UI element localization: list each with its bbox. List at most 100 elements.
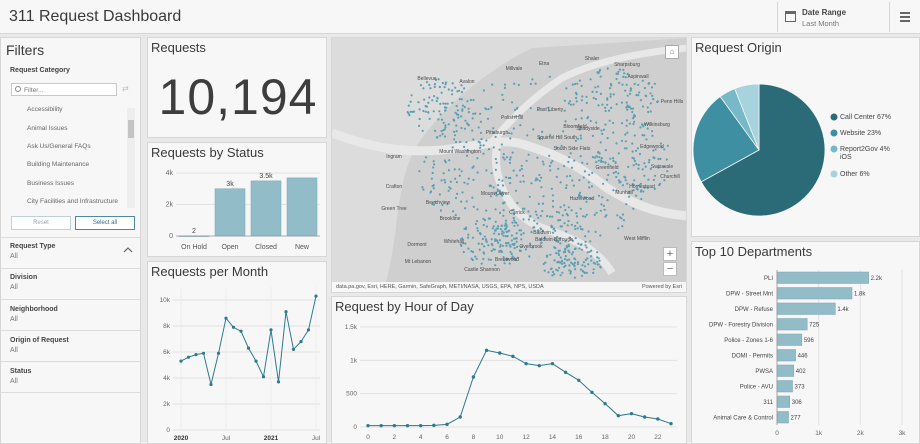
- request-point: [551, 215, 554, 218]
- neighborhood-label[interactable]: Neighborhood: [10, 306, 58, 313]
- origin-of-request-label[interactable]: Origin of Request: [10, 337, 69, 344]
- x-tick-label: 14: [549, 434, 557, 441]
- request-point: [553, 259, 556, 262]
- bar-value-label: 446: [798, 354, 809, 360]
- status-filter-label[interactable]: Status: [10, 368, 32, 375]
- request-point: [491, 83, 494, 86]
- request-point: [576, 82, 579, 85]
- hour-point: [550, 361, 555, 366]
- request-point: [595, 161, 598, 164]
- scrollbar-thumb[interactable]: [128, 120, 134, 138]
- select-all-button[interactable]: Select all: [75, 216, 135, 230]
- request-point: [637, 94, 640, 97]
- request-point: [437, 78, 440, 81]
- request-point: [577, 137, 580, 140]
- request-point: [460, 91, 464, 94]
- category-scrollbar[interactable]: [127, 108, 135, 208]
- request-point: [445, 106, 448, 109]
- request-point: [625, 203, 628, 206]
- zoom-in-button[interactable]: +: [663, 247, 677, 261]
- request-point: [449, 180, 452, 183]
- request-point: [476, 229, 479, 232]
- hamburger-icon-line: [900, 16, 910, 18]
- request-point: [430, 177, 433, 180]
- division-label[interactable]: Division: [10, 274, 38, 281]
- category-item[interactable]: Business Issues: [27, 180, 74, 187]
- request-point: [513, 246, 516, 250]
- request-point: [508, 161, 512, 164]
- request-point: [427, 111, 430, 114]
- request-point: [646, 106, 649, 109]
- request-point: [616, 214, 619, 217]
- map-label: Bellevue: [417, 76, 436, 82]
- request-type-label[interactable]: Request Type: [10, 243, 56, 250]
- category-item[interactable]: Accessibility: [27, 106, 63, 113]
- request-point: [512, 169, 515, 172]
- request-point: [590, 197, 593, 200]
- request-point: [451, 82, 454, 85]
- month-point: [201, 351, 206, 355]
- request-point: [520, 245, 523, 248]
- category-search-field[interactable]: [11, 83, 117, 96]
- x-tick-label: 6: [445, 434, 449, 441]
- clear-filter-icon[interactable]: ⇄: [122, 84, 129, 93]
- request-point: [639, 182, 642, 185]
- menu-button[interactable]: [889, 2, 920, 32]
- status-filter-value: All: [10, 378, 18, 385]
- request-point: [520, 164, 523, 167]
- request-point: [642, 190, 645, 193]
- zoom-out-button[interactable]: −: [663, 262, 677, 276]
- request-point: [615, 72, 618, 75]
- request-point: [523, 207, 526, 210]
- request-point: [585, 246, 588, 249]
- request-point: [508, 132, 511, 135]
- request-point: [551, 159, 554, 163]
- map-label: Dormont: [407, 242, 427, 248]
- river: [492, 145, 616, 276]
- request-point: [581, 274, 584, 277]
- request-point: [646, 127, 649, 130]
- request-point: [509, 182, 512, 185]
- request-point: [526, 134, 529, 137]
- chevron-up-icon[interactable]: [123, 247, 133, 253]
- category-search-input[interactable]: [24, 85, 114, 95]
- request-point: [579, 207, 582, 210]
- map-canvas[interactable]: Pittsburgh Mount Washington South Side Fla…: [332, 38, 687, 293]
- request-point: [564, 255, 567, 258]
- divider: [1, 268, 140, 269]
- request-point: [497, 233, 500, 236]
- category-item[interactable]: Animal Issues: [27, 125, 68, 132]
- category-item[interactable]: Building Maintenance: [27, 161, 90, 168]
- request-map[interactable]: Pittsburgh Mount Washington South Side Fla…: [331, 37, 687, 293]
- request-point: [444, 126, 447, 129]
- request-point: [487, 244, 490, 247]
- home-icon[interactable]: ⌂: [665, 45, 679, 59]
- request-point: [494, 191, 497, 194]
- request-point: [443, 178, 446, 181]
- request-point: [447, 88, 450, 91]
- x-tick-label: 0: [775, 430, 779, 437]
- request-point: [469, 98, 473, 102]
- request-point: [486, 117, 490, 120]
- hour-point: [642, 415, 647, 419]
- x-tick-label: 4: [419, 434, 423, 441]
- reset-button[interactable]: Reset: [11, 216, 71, 230]
- category-item[interactable]: City Facilities and Infrastructure: [27, 198, 119, 205]
- x-tick-label: 2021: [264, 435, 279, 442]
- y-tick-label: DPW - Refuse: [735, 307, 774, 313]
- map-label: Squirrel Hill South: [537, 135, 577, 141]
- request-point: [509, 250, 512, 254]
- request-point: [446, 102, 449, 105]
- request-point: [617, 172, 620, 175]
- date-range-selector[interactable]: Date Range Last Month: [777, 2, 887, 32]
- request-point: [497, 241, 500, 244]
- category-item[interactable]: Ask Us/General FAQs: [27, 143, 91, 150]
- request-point: [505, 224, 508, 227]
- requests-title: Requests: [151, 40, 206, 55]
- division-value: All: [10, 284, 18, 291]
- request-point: [541, 130, 544, 133]
- x-tick-label: 0: [366, 434, 370, 441]
- request-point: [502, 153, 505, 156]
- request-point: [590, 185, 593, 188]
- legend-swatch: [830, 145, 838, 153]
